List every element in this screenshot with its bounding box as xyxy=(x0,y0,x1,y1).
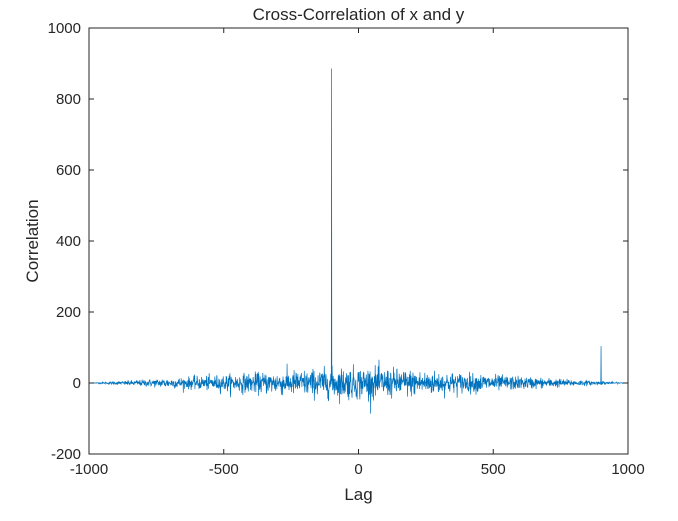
y-tick-label: 200 xyxy=(56,304,81,321)
x-axis-title: Lag xyxy=(344,485,372,504)
x-tick-label: 1000 xyxy=(611,461,644,478)
y-tick-label: 0 xyxy=(73,375,81,392)
x-tick-label: 500 xyxy=(481,461,506,478)
x-tick-label: -500 xyxy=(209,461,239,478)
y-tick-label: -200 xyxy=(51,446,81,463)
correlation-series-line xyxy=(88,68,629,414)
y-axis-title: Correlation xyxy=(23,199,42,282)
x-tick-label: -1000 xyxy=(70,461,108,478)
y-tick-label: 800 xyxy=(56,91,81,108)
plot-area xyxy=(89,28,628,454)
chart-title: Cross-Correlation of x and y xyxy=(253,5,465,24)
x-tick-label: 0 xyxy=(354,461,362,478)
series-layer xyxy=(88,68,629,414)
y-axis: -200 0 200 400 600 800 1000 xyxy=(48,20,628,463)
y-tick-label: 400 xyxy=(56,233,81,250)
x-axis: -1000 -500 0 500 1000 xyxy=(70,28,645,478)
y-tick-label: 1000 xyxy=(48,20,81,37)
y-tick-label: 600 xyxy=(56,162,81,179)
